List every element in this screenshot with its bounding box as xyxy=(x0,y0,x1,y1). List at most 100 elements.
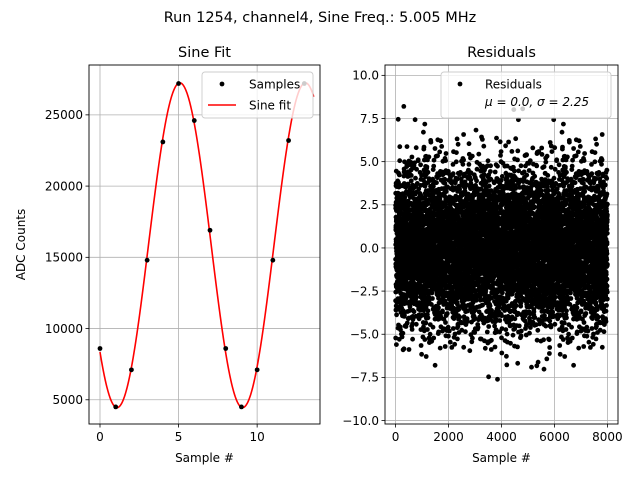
residual-point xyxy=(515,157,520,163)
residual-point xyxy=(408,178,414,184)
sample-point xyxy=(286,138,291,143)
residual-point xyxy=(475,325,481,330)
ax1-xtick-label: 0 xyxy=(96,430,104,444)
sample-point xyxy=(207,227,213,233)
residual-point xyxy=(457,314,463,320)
residual-point xyxy=(402,195,408,200)
residual-point xyxy=(504,362,510,368)
sample-point xyxy=(270,257,276,263)
residual-point xyxy=(442,176,448,182)
residual-point xyxy=(430,296,435,301)
sample-point xyxy=(144,257,150,263)
residual-point xyxy=(424,164,430,170)
residual-point xyxy=(484,329,490,335)
residual-point xyxy=(512,316,518,322)
residual-point xyxy=(474,178,479,184)
residual-point xyxy=(482,295,488,301)
residual-point xyxy=(506,139,511,145)
sample-point xyxy=(191,118,197,123)
residual-point xyxy=(513,303,519,308)
residual-point xyxy=(445,324,451,330)
residual-point xyxy=(427,331,433,337)
residual-point xyxy=(452,341,458,347)
residual-point xyxy=(466,141,472,147)
sample-point xyxy=(129,367,134,373)
residual-point xyxy=(407,308,412,314)
sample-points-group xyxy=(97,81,307,410)
residual-point xyxy=(480,137,485,142)
residual-point xyxy=(431,335,437,341)
residual-point xyxy=(430,324,436,330)
legend-fit-label: Sine fit xyxy=(249,99,291,113)
residual-point xyxy=(518,300,524,306)
residual-point xyxy=(504,331,510,337)
residual-point xyxy=(481,143,487,149)
residual-point xyxy=(488,169,493,174)
sample-point xyxy=(254,367,260,373)
residual-point xyxy=(446,333,451,339)
residual-point xyxy=(434,180,439,186)
residual-point xyxy=(492,344,498,350)
residual-point xyxy=(410,336,415,342)
residual-point xyxy=(512,168,517,174)
residual-point xyxy=(432,146,438,151)
residual-point xyxy=(460,161,466,167)
residual-point xyxy=(495,376,500,382)
residual-point xyxy=(481,172,487,177)
residual-point xyxy=(410,317,416,322)
residual-point xyxy=(413,175,418,181)
residual-point xyxy=(461,157,466,163)
residual-point xyxy=(476,151,482,157)
residual-point xyxy=(425,200,431,206)
residual-point xyxy=(489,337,494,343)
residual-point xyxy=(428,139,434,145)
residual-point xyxy=(485,158,491,164)
residual-point xyxy=(463,329,468,335)
residual-point xyxy=(409,154,415,160)
residual-point xyxy=(437,345,443,351)
ax1-ytick-label: 10000 xyxy=(45,322,83,336)
sample-point xyxy=(97,346,103,351)
residual-point xyxy=(401,346,407,352)
figure-title: Run 1254, channel4, Sine Freq.: 5.005 MH… xyxy=(164,10,477,26)
residual-point xyxy=(425,169,431,175)
residual-point xyxy=(454,136,460,142)
residual-point xyxy=(442,180,448,186)
residual-point xyxy=(513,136,519,142)
residual-point xyxy=(450,326,456,331)
residual-point xyxy=(467,348,473,354)
residual-point xyxy=(455,176,460,182)
residual-point xyxy=(399,334,405,340)
residual-point xyxy=(419,351,424,357)
residual-point xyxy=(453,197,459,203)
residual-point xyxy=(447,339,453,345)
residual-point xyxy=(515,148,521,154)
residual-point xyxy=(423,320,429,326)
sample-point xyxy=(239,404,244,410)
residual-point xyxy=(429,290,435,296)
residual-point xyxy=(432,362,438,368)
residual-point xyxy=(402,312,407,318)
ax1-ytick-label: 25000 xyxy=(45,108,83,122)
residual-point xyxy=(416,186,422,192)
sine-fit-ylabel: ADC Counts xyxy=(14,209,28,281)
residual-point xyxy=(421,129,426,135)
residual-point xyxy=(414,166,419,172)
residual-point xyxy=(503,327,509,332)
residual-point xyxy=(495,163,500,169)
legend-samples-marker xyxy=(219,81,225,87)
residual-point xyxy=(497,318,503,323)
sine-fit-xlabel: Sample # xyxy=(175,451,234,465)
residual-point xyxy=(486,324,492,329)
residual-point xyxy=(425,327,430,332)
residual-point xyxy=(394,312,399,318)
residual-point xyxy=(456,307,462,312)
residual-point xyxy=(398,327,403,333)
residual-point xyxy=(446,328,452,334)
residual-point xyxy=(431,163,437,169)
residual-point xyxy=(497,139,503,145)
residual-point xyxy=(516,323,522,329)
residual-point xyxy=(438,138,443,144)
residual-point xyxy=(408,173,414,178)
